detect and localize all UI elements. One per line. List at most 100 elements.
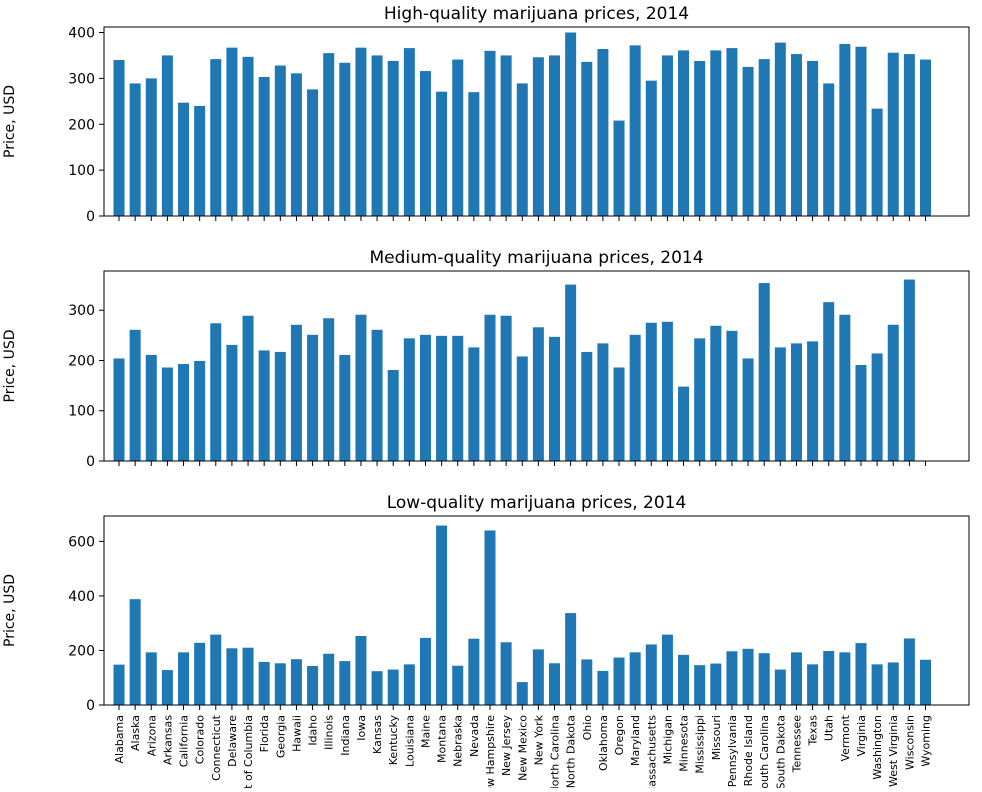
bar	[226, 648, 238, 705]
bar	[452, 59, 464, 216]
bar	[774, 42, 786, 216]
x-tick-label: Indiana	[339, 715, 352, 756]
x-tick-label: Virginia	[855, 715, 868, 756]
bar	[887, 52, 899, 216]
x-tick-label: Washington	[871, 715, 884, 780]
bar	[419, 334, 431, 461]
bar	[468, 92, 480, 216]
bar	[468, 347, 480, 461]
bar	[742, 358, 754, 461]
y-tick-label: 200	[68, 117, 95, 133]
bar	[887, 662, 899, 705]
bar	[823, 651, 835, 705]
bar	[258, 77, 270, 216]
bar	[500, 55, 512, 216]
bar	[258, 350, 270, 461]
bar	[210, 634, 222, 705]
bar	[597, 49, 609, 216]
bar	[629, 652, 641, 705]
bar	[790, 652, 802, 705]
bar	[823, 83, 835, 216]
bar	[823, 302, 835, 461]
bar	[871, 108, 883, 216]
bar	[403, 48, 415, 216]
bar	[790, 54, 802, 216]
bar	[920, 659, 931, 705]
bar	[581, 351, 593, 461]
chart-panel-3: Low-quality marijuana prices, 2014 Price,…	[2, 493, 970, 792]
x-tick-label: Delaware	[226, 715, 239, 767]
bar	[532, 649, 544, 705]
bar	[419, 71, 431, 216]
bar	[516, 682, 528, 705]
axes-frame	[103, 270, 970, 462]
bar	[194, 642, 206, 705]
bar	[307, 666, 319, 705]
bar	[855, 364, 867, 461]
chart-title: High-quality marijuana prices, 2014	[384, 4, 689, 24]
bar	[387, 60, 399, 217]
bar	[774, 669, 786, 705]
bar	[113, 664, 125, 705]
bar	[613, 657, 625, 705]
y-tick-label: 100	[68, 163, 95, 179]
bar	[452, 335, 464, 461]
bar	[307, 334, 319, 461]
bar	[839, 314, 851, 461]
x-tick-label: Louisiana	[403, 715, 416, 767]
bar	[855, 643, 867, 705]
y-axis-label: Price, USD	[2, 574, 18, 647]
chart-panel-2: Medium-quality marijuana prices, 2014 Pri…	[2, 248, 970, 470]
bar	[903, 279, 915, 461]
bar	[597, 670, 609, 705]
bar	[758, 59, 770, 216]
y-tick-label: 200	[68, 353, 95, 369]
bar	[710, 663, 722, 705]
bar	[726, 651, 738, 705]
x-tick-label: Colorado	[194, 715, 207, 764]
bar	[661, 634, 673, 705]
x-tick-label: New Jersey	[500, 715, 513, 777]
bar	[194, 105, 206, 216]
x-tick-label: Arkansas	[161, 715, 174, 765]
bar	[678, 654, 690, 705]
axes-frame	[103, 26, 970, 217]
bar	[549, 55, 561, 216]
bar	[436, 525, 448, 705]
bar	[145, 652, 157, 705]
x-tick-label: Montana	[436, 715, 449, 763]
x-tick-label: Iowa	[355, 715, 368, 741]
bar	[355, 636, 367, 705]
x-tick-label: Georgia	[274, 715, 287, 758]
y-tick-label: 400	[68, 26, 95, 42]
bar	[565, 32, 577, 216]
bar	[178, 102, 190, 216]
chart-title: Medium-quality marijuana prices, 2014	[369, 248, 703, 268]
x-tick-label: Kentucky	[387, 715, 400, 766]
x-tick-label: Oklahoma	[597, 715, 610, 771]
bar	[161, 670, 173, 705]
bar	[581, 61, 593, 216]
bar	[242, 647, 254, 705]
x-tick-label: Wisconsin	[903, 715, 916, 770]
x-tick-label: Mississippi	[694, 715, 707, 774]
bar	[161, 367, 173, 461]
bar	[532, 57, 544, 216]
y-tick-label: 300	[68, 71, 95, 87]
bar	[419, 637, 431, 705]
y-tick-label: 600	[68, 534, 95, 550]
x-tick-label: Pennsylvania	[726, 715, 739, 787]
bar	[694, 665, 706, 705]
x-tick-label: New York	[532, 714, 545, 765]
bar	[258, 661, 270, 705]
x-tick-label: District of Columbia	[242, 715, 255, 788]
bar	[661, 321, 673, 461]
bar	[903, 54, 915, 216]
bar	[613, 120, 625, 216]
bar	[129, 599, 141, 705]
x-tick-label: Oregon	[613, 715, 626, 755]
bar	[678, 50, 690, 217]
y-tick-label: 100	[68, 404, 95, 420]
bar	[629, 334, 641, 461]
bar	[290, 659, 302, 705]
